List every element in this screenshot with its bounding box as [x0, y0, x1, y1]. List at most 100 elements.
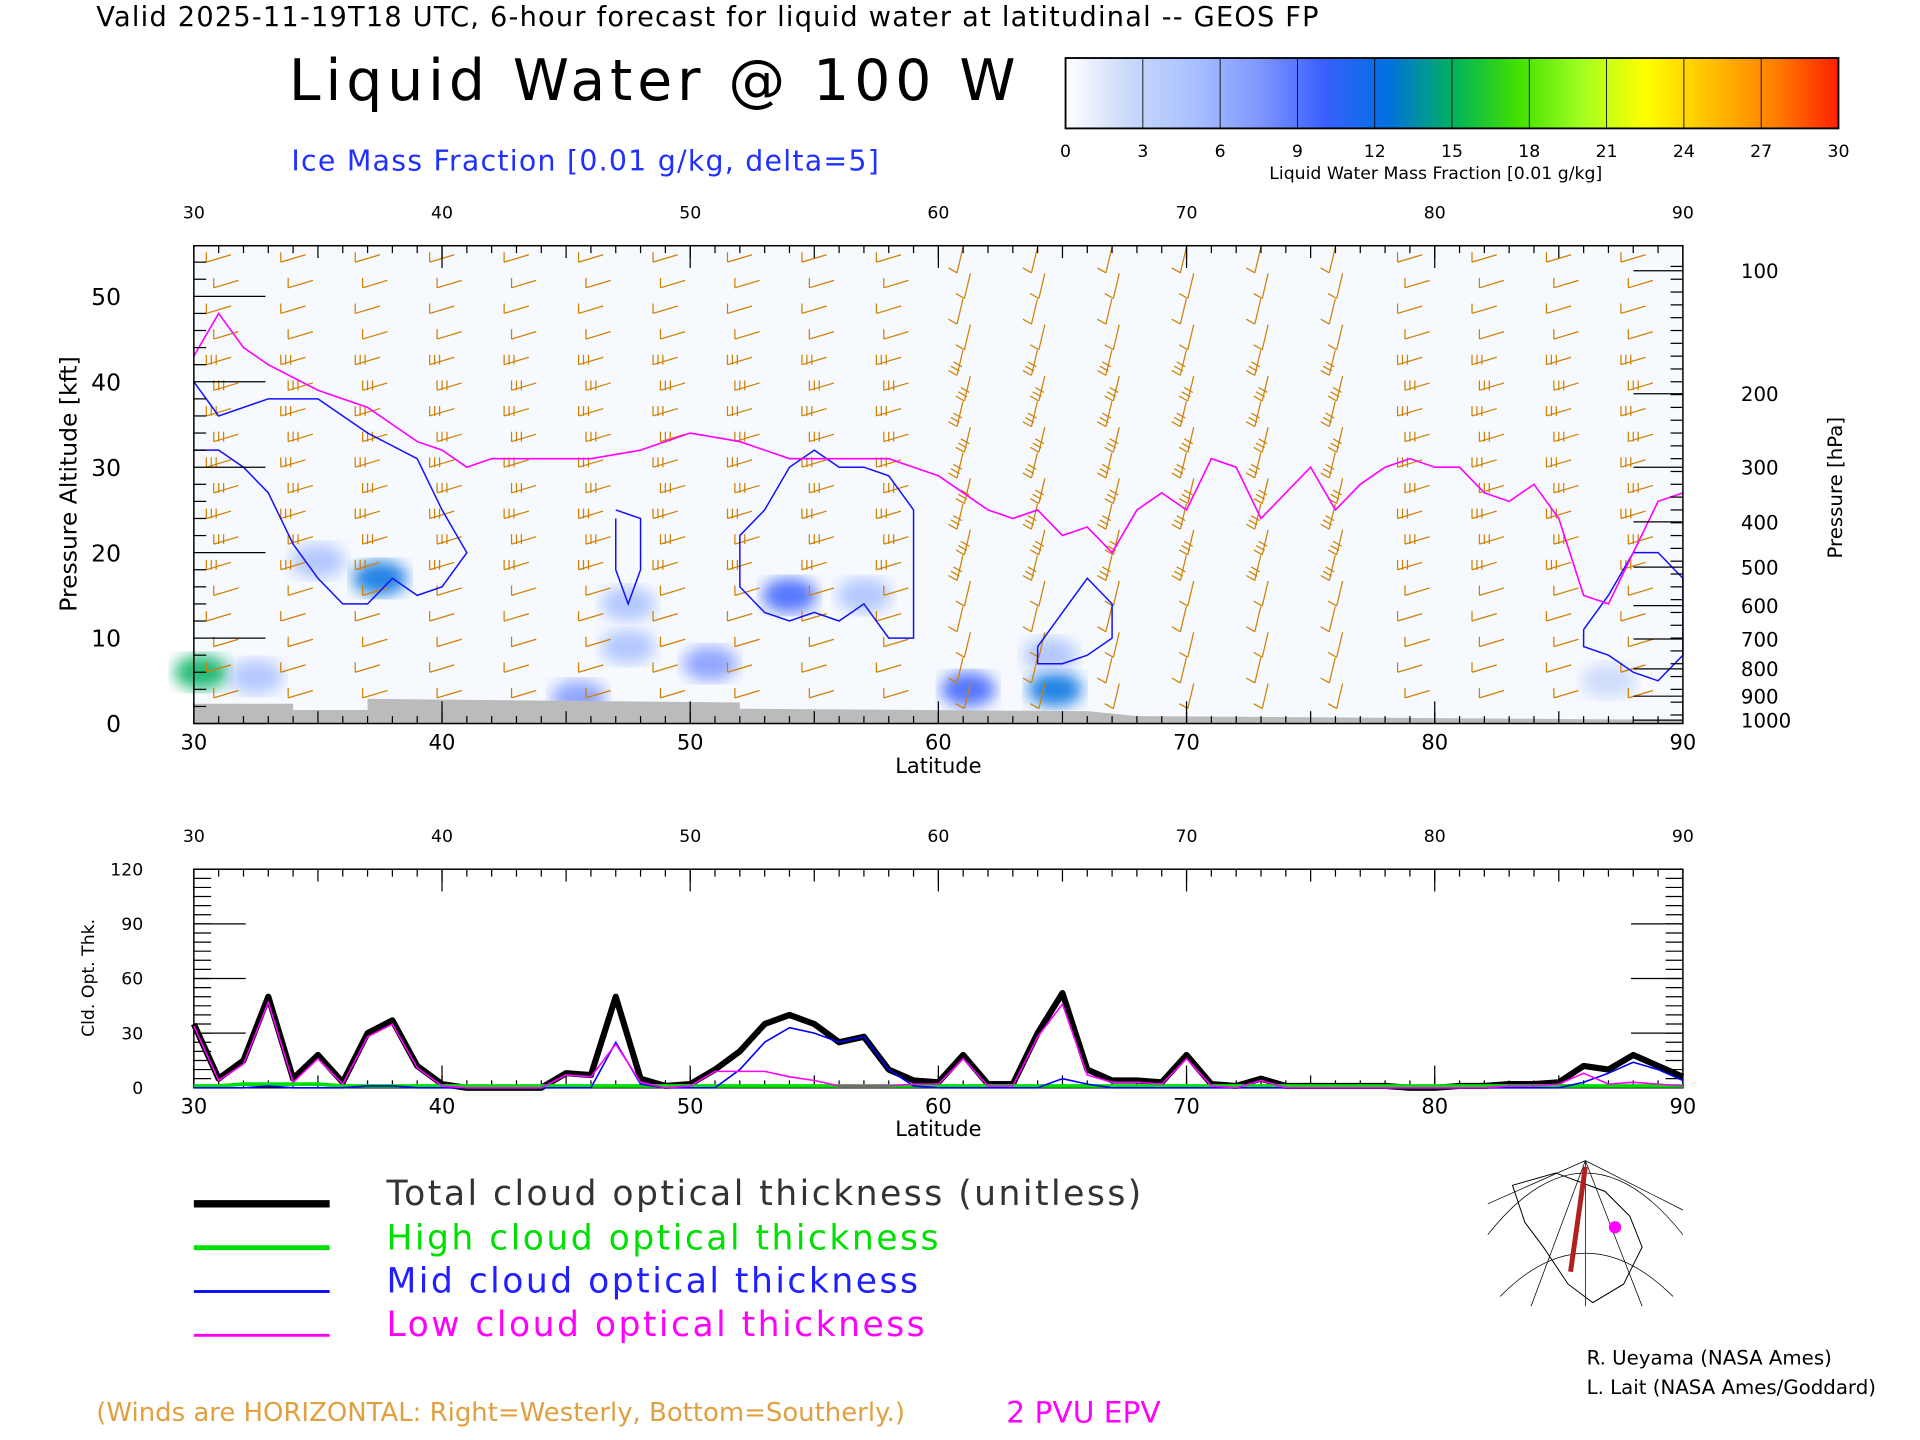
credit-2: L. Lait (NASA Ames/Goddard)	[1586, 1375, 1876, 1399]
wind-barb	[1620, 611, 1646, 622]
wind-barb	[1022, 247, 1039, 274]
wind-barb	[1627, 688, 1654, 699]
wind-barb	[726, 457, 753, 468]
wind-barb	[362, 329, 388, 340]
wind-barb	[1404, 534, 1430, 545]
barb-flag	[1253, 600, 1263, 607]
wind-barb	[503, 406, 529, 417]
barb-shaft	[1336, 580, 1344, 607]
wind-barb	[510, 534, 537, 545]
barb-flag	[1173, 416, 1184, 423]
wind-barb	[883, 431, 909, 443]
wind-barb	[883, 329, 909, 340]
wind-barb	[1022, 401, 1039, 428]
wind-barb	[354, 252, 381, 263]
wind-barb	[1327, 324, 1344, 351]
barb-flag	[960, 386, 970, 393]
barb-shaft	[213, 279, 239, 289]
wind-barb	[883, 534, 909, 545]
barb-flag	[1034, 386, 1045, 393]
wind-barb	[429, 303, 455, 315]
wind-barb	[801, 406, 827, 417]
barb-shaft	[1404, 279, 1430, 289]
wind-barb	[1178, 324, 1195, 351]
barb-shaft	[1397, 510, 1423, 520]
wind-barb	[287, 277, 314, 289]
wind-barb	[726, 406, 753, 417]
barb-flag	[1022, 267, 1032, 274]
wind-barb	[659, 585, 686, 596]
wind-barb	[362, 277, 388, 289]
x-tick-label: 80	[1421, 730, 1448, 754]
barb-shaft	[1471, 561, 1497, 571]
barb-flag	[1171, 421, 1181, 428]
barb-flag	[1173, 468, 1184, 475]
wind-barb	[1030, 427, 1046, 453]
wind-barb	[1327, 427, 1344, 453]
wind-barb	[808, 482, 835, 494]
wind-barb	[1620, 457, 1646, 468]
x-tick-label-top: 90	[1672, 204, 1694, 224]
barb-shaft	[1546, 510, 1572, 520]
barb-shaft	[503, 356, 529, 366]
wind-barb	[280, 611, 306, 622]
barb-shaft	[1328, 606, 1336, 632]
wind-barb	[1471, 662, 1497, 673]
barb-shaft	[809, 484, 835, 494]
x-tick-label-top: 40	[431, 827, 453, 847]
barb-flag	[1320, 267, 1330, 274]
barb-shaft	[652, 254, 678, 263]
x-tick-label: 30	[181, 1095, 208, 1119]
barb-flag	[948, 318, 958, 325]
barb-flag	[955, 651, 965, 658]
wind-barb	[362, 636, 388, 648]
legend-high-label: High cloud optical thickness	[386, 1217, 942, 1259]
wind-barb	[1097, 503, 1113, 530]
wind-barb	[1097, 401, 1113, 428]
barb-shaft	[1553, 279, 1579, 289]
wind-barb	[1553, 329, 1579, 340]
barb-shaft	[288, 331, 314, 340]
wind-barb	[1097, 657, 1113, 684]
wind-barb	[354, 406, 381, 417]
colorbar-tick-label: 27	[1750, 142, 1772, 162]
wind-barb	[510, 329, 537, 340]
wind-barb	[436, 688, 462, 699]
barb-flag	[1255, 493, 1266, 500]
barb-shaft	[876, 356, 902, 366]
wind-barb	[659, 688, 686, 699]
colorbar-tick-label: 12	[1364, 142, 1386, 162]
wind-barb	[1171, 452, 1187, 479]
barb-shaft	[1397, 407, 1423, 417]
colorbar-tick-label: 3	[1137, 142, 1148, 162]
barb-shaft	[1404, 433, 1430, 443]
barb-shaft	[1553, 689, 1579, 699]
wind-barb	[1471, 354, 1497, 366]
barb-flag	[1327, 703, 1337, 710]
barb-shaft	[1620, 407, 1646, 417]
wind-barb	[1104, 375, 1120, 402]
liquid-water-blob	[600, 629, 656, 664]
wind-barb	[280, 559, 306, 571]
wind-barb	[1627, 329, 1654, 340]
barb-flag	[1027, 412, 1037, 419]
wind-barb	[1620, 252, 1646, 263]
barb-shaft	[809, 536, 835, 545]
wind-barb	[948, 555, 964, 581]
barb-flag	[953, 412, 963, 419]
barb-flag	[955, 703, 965, 710]
credit-1: R. Ueyama (NASA Ames)	[1586, 1345, 1832, 1370]
wind-barb	[1245, 247, 1262, 274]
wind-barb	[429, 662, 455, 673]
barb-shaft	[734, 689, 760, 699]
barb-shaft	[956, 350, 964, 376]
barb-shaft	[1553, 638, 1579, 648]
barb-flag	[1025, 570, 1035, 577]
barb-shaft	[429, 459, 455, 468]
wind-barb	[1396, 406, 1423, 417]
barb-shaft	[660, 689, 686, 699]
y-tick-label: 60	[121, 970, 143, 990]
wind-barb	[875, 354, 902, 366]
barb-flag	[1250, 412, 1261, 419]
barb-shaft	[362, 587, 388, 596]
